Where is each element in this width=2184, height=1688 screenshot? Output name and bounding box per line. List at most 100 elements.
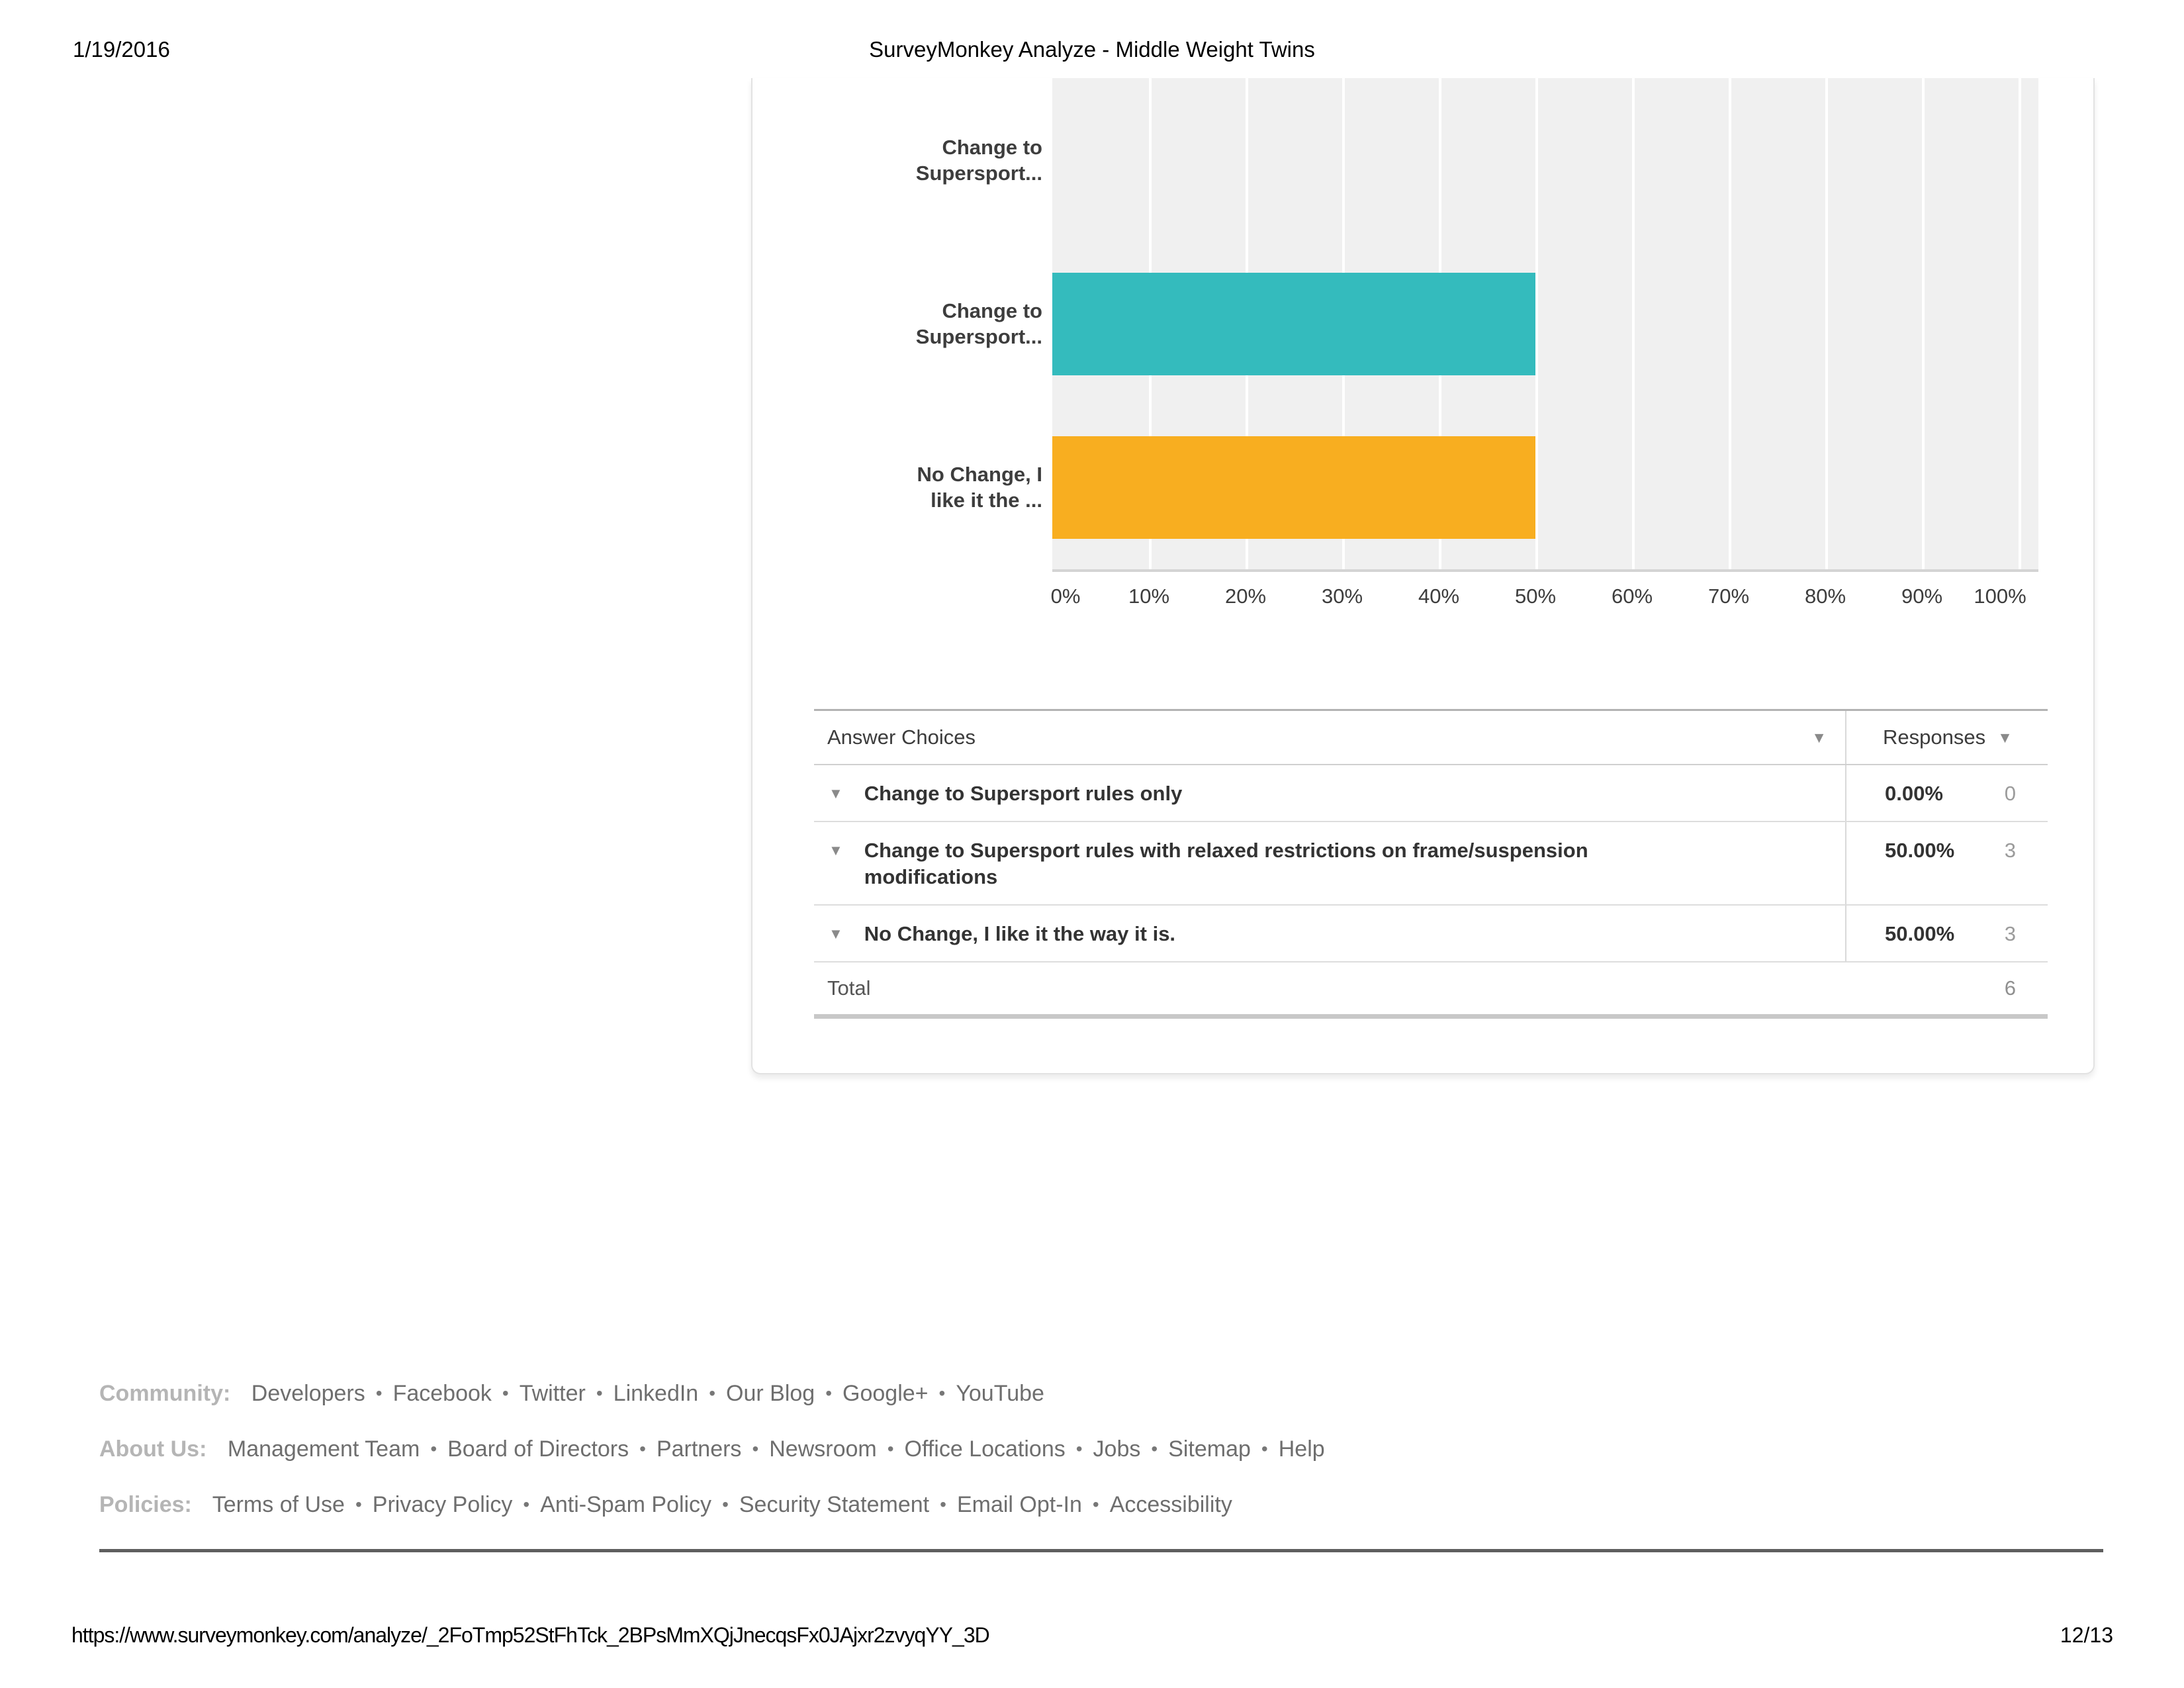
footer-link[interactable]: Privacy Policy xyxy=(372,1492,513,1517)
chart-bar xyxy=(1052,436,1535,539)
response-count: 3 xyxy=(2004,839,2016,862)
bullet-separator: • xyxy=(502,1383,509,1403)
footer-link[interactable]: Newsroom xyxy=(769,1436,877,1462)
bullet-separator: • xyxy=(375,1383,383,1403)
responses-header[interactable]: Responses ▼ xyxy=(1846,711,2048,764)
category-label: Change to Supersport... xyxy=(915,135,1042,185)
print-date: 1/19/2016 xyxy=(73,37,170,62)
category-label: No Change, I like it the ... xyxy=(917,463,1042,512)
footer-link[interactable]: Developers xyxy=(251,1381,365,1406)
axis-tick-label: 80% xyxy=(1804,585,1846,608)
answer-label: No Change, I like it the way it is. xyxy=(864,922,1176,945)
axis-tick-label: 100% xyxy=(1974,585,2026,608)
axis-tick-label: 60% xyxy=(1611,585,1653,608)
footer-link[interactable]: YouTube xyxy=(956,1381,1044,1406)
document-url: https://www.surveymonkey.com/analyze/_2F… xyxy=(71,1623,990,1647)
gridline xyxy=(1535,78,1538,569)
page-title: SurveyMonkey Analyze - Middle Weight Twi… xyxy=(869,37,1315,62)
footer-link[interactable]: Board of Directors xyxy=(447,1436,629,1462)
sort-arrow-icon[interactable]: ▼ xyxy=(1997,728,2013,746)
table-body: ▼ Change to Supersport rules only 0.00% … xyxy=(814,765,2048,962)
bullet-separator: • xyxy=(1092,1494,1099,1515)
category-label: Change to Supersport... xyxy=(915,299,1042,348)
axis-tick-label: 10% xyxy=(1128,585,1170,608)
total-count: 6 xyxy=(2004,976,2016,1000)
answer-cell: ▼ Change to Supersport rules only xyxy=(814,765,1846,821)
table-row: ▼ Change to Supersport rules only 0.00% … xyxy=(814,765,2048,822)
table-row: ▼ No Change, I like it the way it is. 50… xyxy=(814,906,2048,962)
row-expand-arrow-icon[interactable]: ▼ xyxy=(829,925,843,942)
footer-group-links: Management Team • Board of Directors • Partn… xyxy=(228,1436,1325,1462)
footer-link[interactable]: Partners xyxy=(656,1436,742,1462)
footer-link[interactable]: Help xyxy=(1278,1436,1325,1462)
bullet-separator: • xyxy=(709,1383,716,1403)
table-row: ▼ Change to Supersport rules with relaxe… xyxy=(814,822,2048,906)
footer-link-group: About Us: Management Team • Board of Direc… xyxy=(99,1436,1325,1462)
response-cell: 0.00% 0 xyxy=(1846,765,2048,821)
bullet-separator: • xyxy=(825,1383,833,1403)
footer-link[interactable]: Google+ xyxy=(842,1381,929,1406)
footer-link-group: Policies: Terms of Use • Privacy Policy • An… xyxy=(99,1492,1232,1518)
row-expand-arrow-icon[interactable]: ▼ xyxy=(829,842,843,859)
axis-tick-label: 70% xyxy=(1707,585,1750,608)
chart-bar xyxy=(1052,272,1535,375)
axis-tick-label: 30% xyxy=(1321,585,1363,608)
bullet-separator: • xyxy=(355,1494,362,1515)
footer-link[interactable]: Management Team xyxy=(227,1436,420,1462)
answer-cell: ▼ No Change, I like it the way it is. xyxy=(814,906,1846,961)
response-count: 3 xyxy=(2004,922,2016,945)
gridline xyxy=(1632,78,1635,569)
answer-label: Change to Supersport rules only xyxy=(864,782,1183,805)
footer-group-label: Community: xyxy=(99,1381,231,1406)
footer-divider xyxy=(99,1549,2103,1552)
footer-link[interactable]: Jobs xyxy=(1093,1436,1141,1462)
chart-category-labels: Change to Supersport... Change to Supersp… xyxy=(752,78,1052,569)
axis-tick-label: 0% xyxy=(1050,585,1081,608)
response-percent: 0.00% xyxy=(1885,782,1943,805)
footer-link[interactable]: Anti-Spam Policy xyxy=(540,1492,712,1517)
bullet-separator: • xyxy=(940,1494,946,1515)
answer-cell: ▼ Change to Supersport rules with relaxe… xyxy=(814,822,1846,904)
table-total-row: Total 6 xyxy=(814,962,2048,1019)
gridline xyxy=(1825,78,1828,569)
bullet-separator: • xyxy=(1151,1438,1158,1459)
footer-link[interactable]: Security Statement xyxy=(739,1492,930,1517)
footer-group-links: Terms of Use • Privacy Policy • Anti-Spam Po… xyxy=(212,1492,1232,1517)
bullet-separator: • xyxy=(523,1494,530,1515)
bullet-separator: • xyxy=(430,1438,437,1459)
bullet-separator: • xyxy=(938,1383,946,1403)
responses-header-label: Responses xyxy=(1883,726,1986,749)
bullet-separator: • xyxy=(752,1438,759,1459)
bullet-separator: • xyxy=(1261,1438,1268,1459)
answer-choices-header[interactable]: Answer Choices ▼ xyxy=(814,711,1846,764)
footer-link[interactable]: Email Opt-In xyxy=(956,1492,1082,1517)
footer-link[interactable]: Terms of Use xyxy=(212,1492,345,1517)
footer-link[interactable]: Facebook xyxy=(392,1381,492,1406)
bullet-separator: • xyxy=(596,1383,603,1403)
response-percent: 50.00% xyxy=(1885,839,1955,862)
axis-tick-label: 90% xyxy=(1901,585,1943,608)
footer-link[interactable]: LinkedIn xyxy=(613,1381,699,1406)
axis-tick-label: 40% xyxy=(1418,585,1460,608)
bullet-separator: • xyxy=(722,1494,729,1515)
answer-table: Answer Choices ▼ Responses ▼ ▼ Change to… xyxy=(814,709,2048,1019)
dropdown-arrow-icon[interactable]: ▼ xyxy=(1811,728,1827,746)
footer-link[interactable]: Our Blog xyxy=(726,1381,815,1406)
gridline xyxy=(1729,78,1731,569)
footer-link[interactable]: Sitemap xyxy=(1168,1436,1251,1462)
plot-area xyxy=(1052,78,2038,572)
footer-link-group: Community: Developers • Facebook • Twitter • L… xyxy=(99,1381,1044,1407)
axis-tick-label: 50% xyxy=(1514,585,1557,608)
answer-label: Change to Supersport rules with relaxed … xyxy=(864,839,1588,888)
footer-link[interactable]: Twitter xyxy=(519,1381,586,1406)
page-number: 12/13 xyxy=(2060,1623,2113,1647)
row-expand-arrow-icon[interactable]: ▼ xyxy=(829,785,843,802)
footer-link[interactable]: Accessibility xyxy=(1109,1492,1232,1517)
gridline xyxy=(1922,78,1925,569)
footer-link[interactable]: Office Locations xyxy=(904,1436,1066,1462)
footer-group-label: About Us: xyxy=(99,1436,207,1462)
total-label: Total xyxy=(827,976,871,1000)
bullet-separator: • xyxy=(1075,1438,1083,1459)
response-cell: 50.00% 3 xyxy=(1846,906,2048,961)
response-count: 0 xyxy=(2004,782,2016,805)
